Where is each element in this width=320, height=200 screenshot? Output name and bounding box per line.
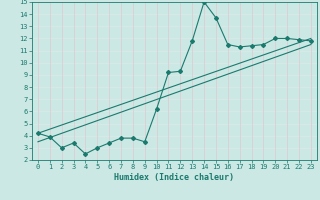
X-axis label: Humidex (Indice chaleur): Humidex (Indice chaleur) [115,173,234,182]
